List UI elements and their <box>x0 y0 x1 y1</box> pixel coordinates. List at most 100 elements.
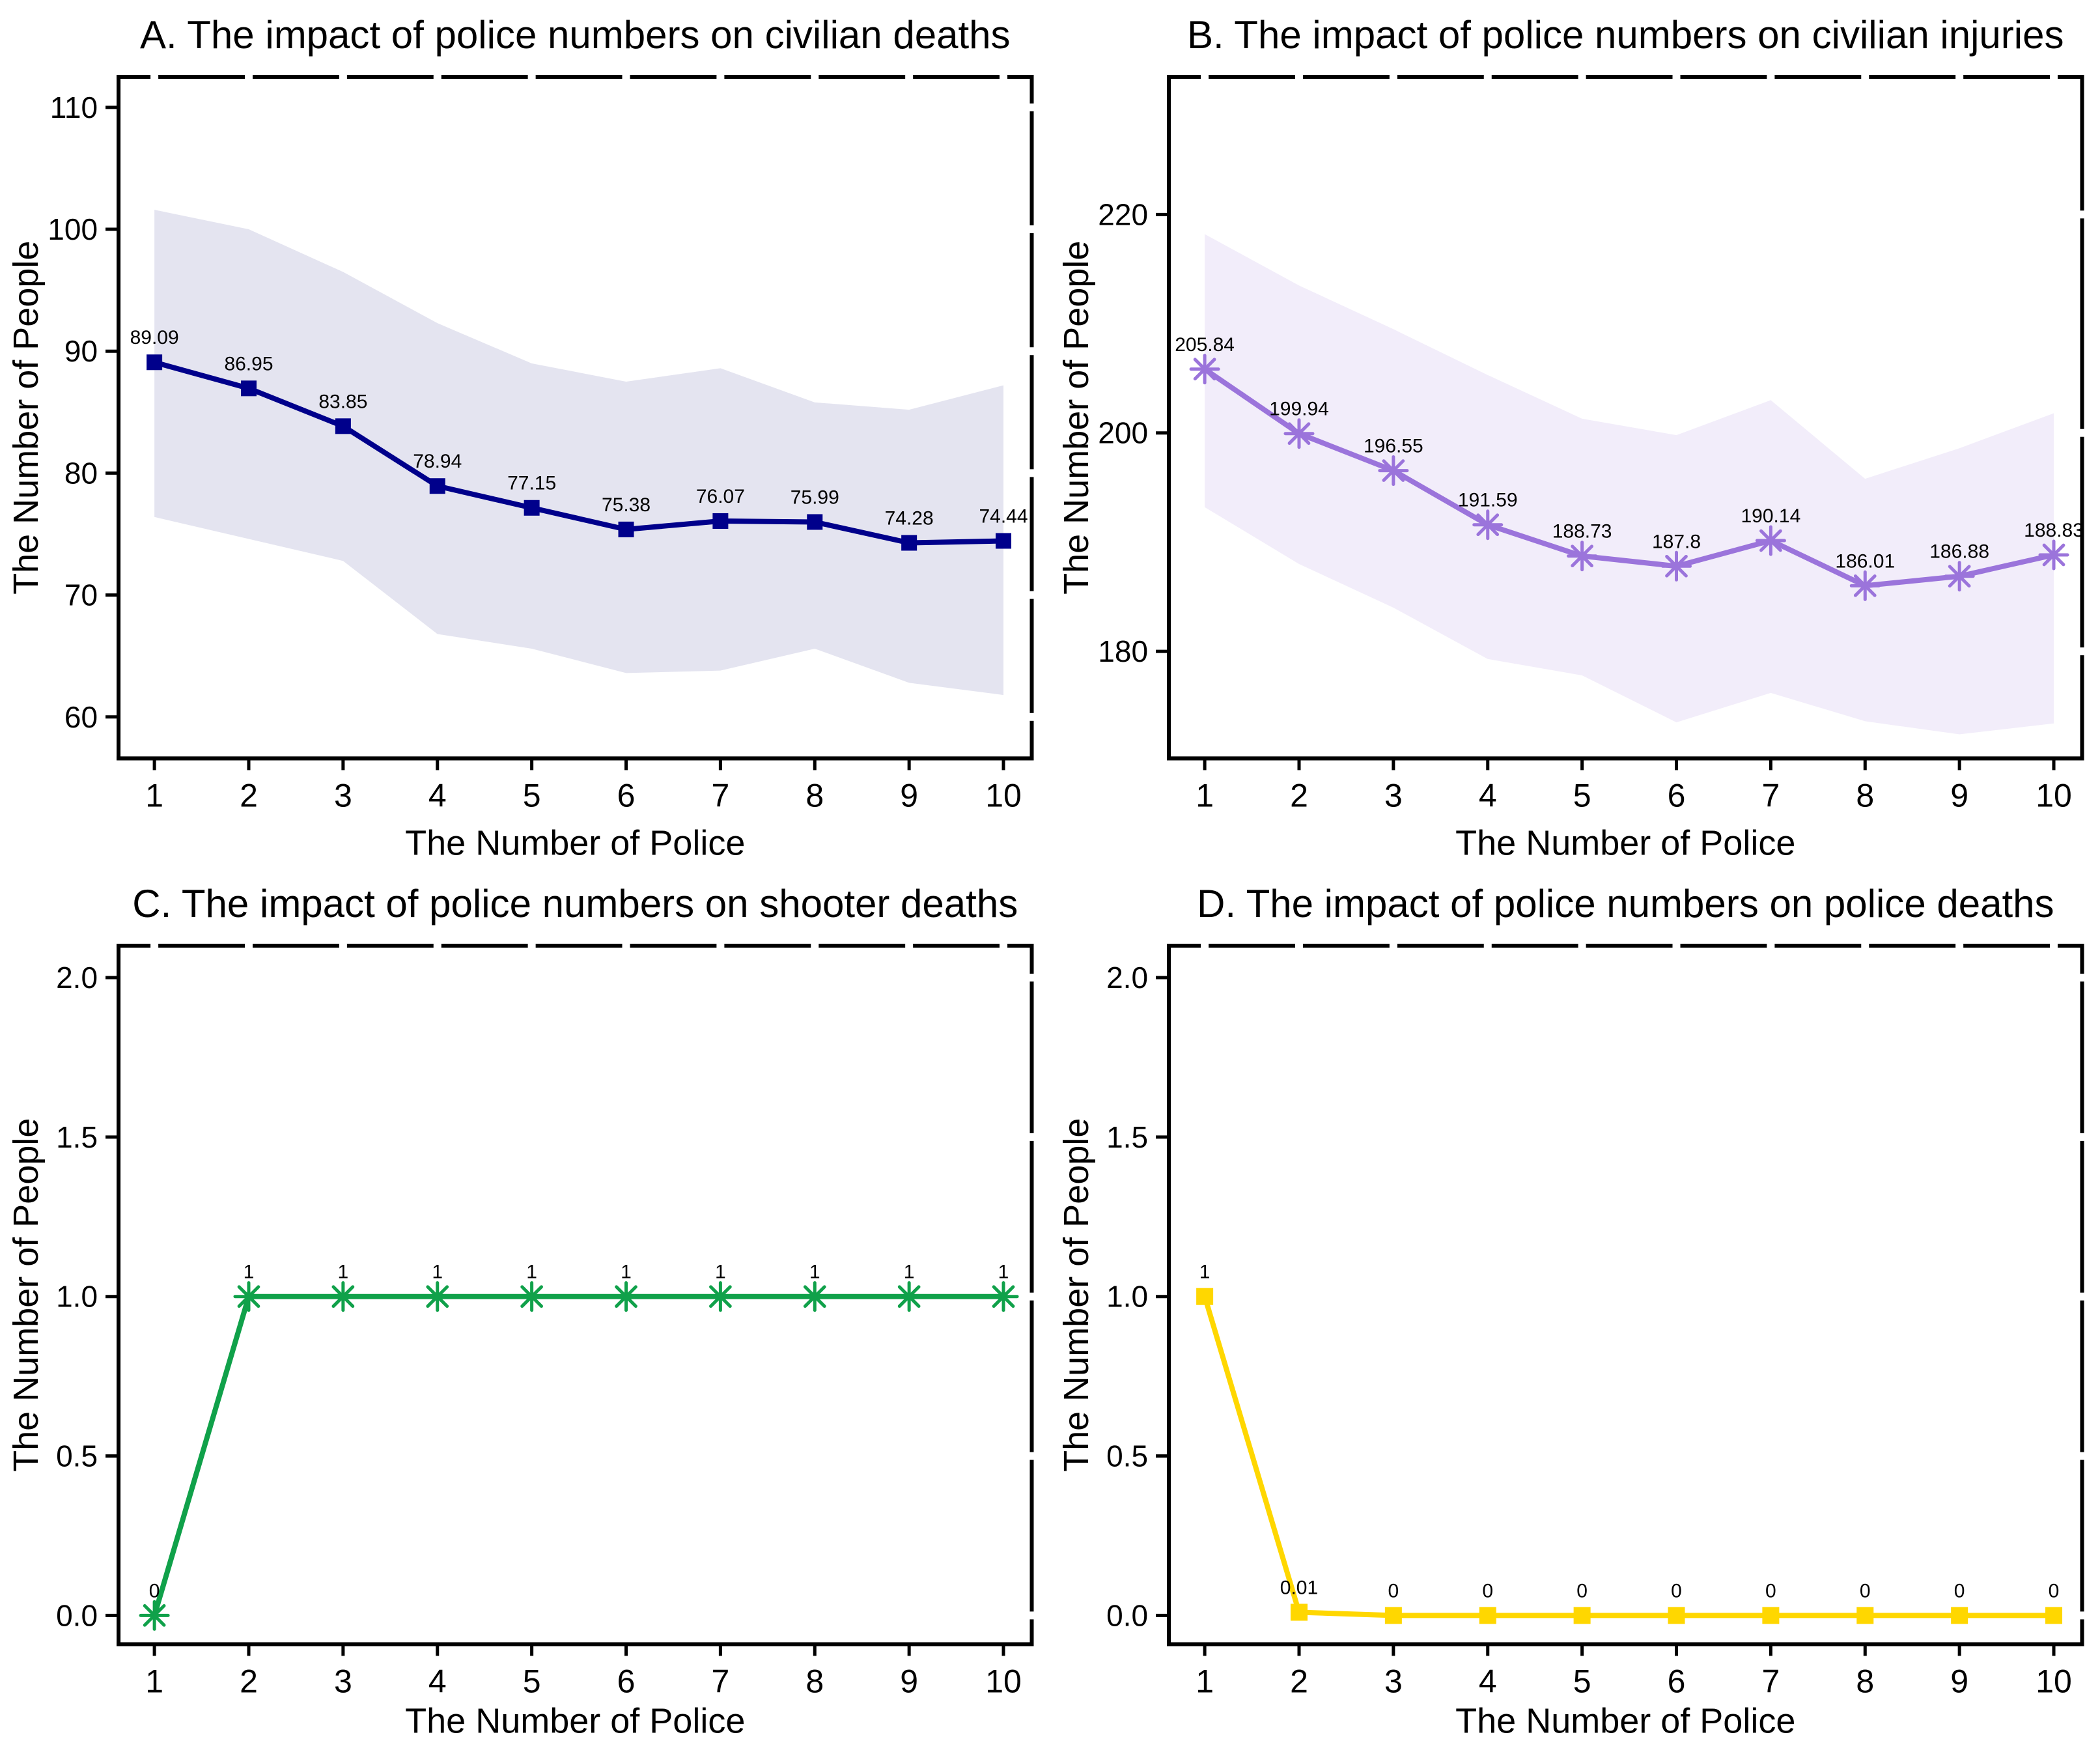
right-tick-notch <box>1029 103 1035 111</box>
top-tick-notch <box>622 942 630 948</box>
data-point-label: 190.14 <box>1741 505 1800 527</box>
data-point-label: 0 <box>1953 1580 1965 1602</box>
series-line <box>152 1293 1007 1618</box>
y-tick-label: 1.5 <box>56 1120 98 1153</box>
data-point-label: 1 <box>998 1261 1009 1282</box>
x-tick-label: 6 <box>617 777 636 813</box>
y-tick-label: 70 <box>64 578 98 612</box>
square-marker <box>618 521 634 537</box>
data-point-label: 0 <box>1388 1580 1399 1602</box>
y-tick-label: 110 <box>50 91 98 124</box>
square-marker <box>524 500 540 516</box>
square-marker <box>1856 1606 1873 1624</box>
x-tick-label: 7 <box>711 1663 729 1699</box>
right-tick-notch <box>2079 1452 2084 1460</box>
asterisk-marker <box>1193 358 1216 381</box>
top-tick-notch <box>905 74 914 80</box>
x-tick-label: 2 <box>1290 1663 1308 1699</box>
panel-title: A. The impact of police numbers on civil… <box>140 13 1011 57</box>
top-tick-notch <box>1483 74 1492 80</box>
asterisk-marker <box>237 1284 260 1308</box>
y-tick-label: 0.0 <box>56 1598 98 1632</box>
y-axis-title: The Number of People <box>1057 241 1096 595</box>
y-tick-label: 0.5 <box>1106 1439 1148 1473</box>
x-tick-label: 6 <box>1667 1663 1685 1699</box>
data-point-label: 1 <box>526 1261 537 1282</box>
x-tick-label: 9 <box>900 777 918 813</box>
right-tick-notch <box>2079 1133 2084 1141</box>
y-tick-label: 2.0 <box>1106 961 1148 995</box>
x-tick-label: 6 <box>1667 777 1685 813</box>
square-marker <box>1668 1606 1685 1624</box>
y-tick-label: 1.5 <box>1106 1120 1148 1153</box>
right-tick-notch <box>1029 591 1035 599</box>
data-point-label: 188.83 <box>2024 520 2084 541</box>
series-line <box>1201 366 2056 589</box>
y-tick-label: 0.0 <box>1106 1598 1148 1632</box>
data-point-label: 1 <box>432 1261 443 1282</box>
right-tick-notch <box>2079 647 2084 656</box>
right-tick-notch <box>2079 210 2084 219</box>
top-tick-notch <box>1295 74 1303 80</box>
x-tick-label: 10 <box>985 777 1022 813</box>
x-tick-label: 9 <box>1950 777 1968 813</box>
top-tick-notch <box>339 74 347 80</box>
square-marker <box>1479 1606 1496 1624</box>
x-tick-label: 5 <box>1573 777 1591 813</box>
top-tick-notch <box>433 74 441 80</box>
x-tick-label: 10 <box>2036 777 2072 813</box>
data-point-label: 1 <box>715 1261 726 1282</box>
asterisk-marker <box>1287 422 1310 445</box>
data-point-label: 0 <box>149 1580 160 1602</box>
data-point-label: 89.09 <box>130 327 179 348</box>
asterisk-marker <box>1664 554 1688 578</box>
y-tick-label: 180 <box>1098 634 1148 668</box>
x-tick-label: 6 <box>617 1663 636 1699</box>
data-point-label: 205.84 <box>1175 334 1235 356</box>
x-tick-label: 2 <box>1290 777 1308 813</box>
data-point-label: 1 <box>621 1261 632 1282</box>
data-point-label: 0 <box>1482 1580 1493 1602</box>
x-axis-title: The Number of Police <box>405 1701 745 1737</box>
top-tick-notch <box>1955 942 1963 948</box>
data-point-label: 75.99 <box>791 487 839 508</box>
x-tick-label: 4 <box>1478 1663 1496 1699</box>
confidence-band <box>1204 234 2054 735</box>
y-axis-title: The Number of People <box>7 1118 46 1471</box>
asterisk-marker <box>897 1284 921 1308</box>
data-point-label: 191.59 <box>1457 490 1517 511</box>
data-point-label: 0 <box>2048 1580 2059 1602</box>
data-point-label: 199.94 <box>1269 399 1329 420</box>
data-point-label: 1 <box>904 1261 915 1282</box>
data-point-label: 0.01 <box>1280 1577 1317 1598</box>
data-point-label: 0 <box>1859 1580 1870 1602</box>
top-tick-notch <box>716 942 725 948</box>
square-marker <box>1573 1606 1591 1624</box>
series-line <box>152 360 1007 546</box>
x-tick-label: 9 <box>1950 1663 1968 1699</box>
data-point-label: 1 <box>809 1261 820 1282</box>
right-tick-notch <box>1029 469 1035 477</box>
y-tick-label: 2.0 <box>56 961 98 995</box>
y-tick-label: 80 <box>64 456 98 490</box>
top-tick-notch <box>1295 942 1303 948</box>
asterisk-marker <box>426 1284 449 1308</box>
right-tick-notch <box>2079 1611 2084 1619</box>
asterisk-marker <box>1759 529 1782 552</box>
top-tick-notch <box>1389 74 1397 80</box>
x-tick-label: 8 <box>1856 1663 1874 1699</box>
y-tick-label: 1.0 <box>56 1279 98 1313</box>
x-tick-label: 8 <box>1856 777 1874 813</box>
y-tick-label: 90 <box>64 334 98 368</box>
right-tick-notch <box>1029 1133 1035 1141</box>
right-tick-notch <box>2079 429 2084 437</box>
x-tick-label: 1 <box>145 777 163 813</box>
top-tick-notch <box>1766 942 1774 948</box>
asterisk-marker <box>1948 565 1971 588</box>
x-axis-title: The Number of Police <box>405 823 745 862</box>
y-axis-title: The Number of People <box>7 241 46 595</box>
y-axis-title: The Number of People <box>1057 1118 1096 1471</box>
top-tick-notch <box>244 942 253 948</box>
x-tick-label: 8 <box>805 1663 824 1699</box>
top-tick-notch <box>1483 942 1492 948</box>
